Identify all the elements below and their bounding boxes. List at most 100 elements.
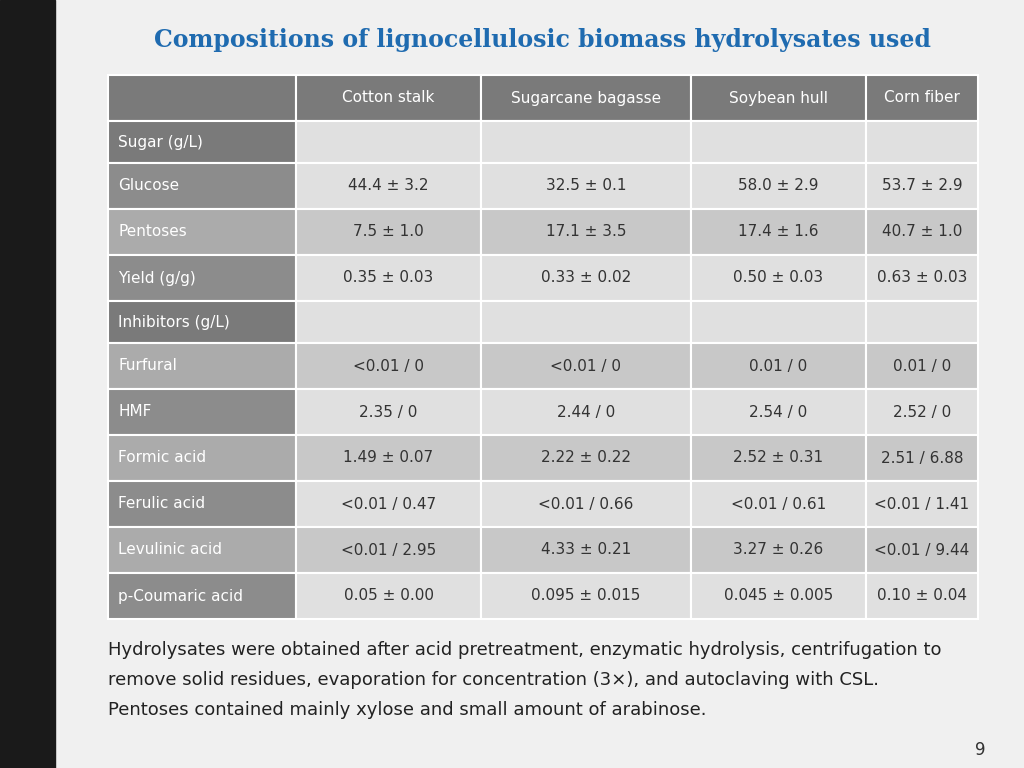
Bar (481, 481, 691, 527)
Bar (481, 75, 691, 121)
Bar (108, 573, 296, 619)
Text: 0.095 ± 0.015: 0.095 ± 0.015 (531, 588, 641, 604)
Bar (108, 343, 296, 389)
Bar (108, 481, 296, 527)
Text: 2.54 / 0: 2.54 / 0 (750, 405, 808, 419)
Text: 0.01 / 0: 0.01 / 0 (750, 359, 808, 373)
Text: 2.35 / 0: 2.35 / 0 (359, 405, 418, 419)
Bar (296, 121, 481, 163)
Bar (691, 389, 866, 435)
Text: Hydrolysates were obtained after acid pretreatment, enzymatic hydrolysis, centri: Hydrolysates were obtained after acid pr… (108, 641, 941, 659)
Bar (296, 573, 481, 619)
Bar (108, 75, 296, 121)
Bar (296, 209, 481, 255)
Bar (691, 301, 866, 343)
Bar (481, 573, 691, 619)
Text: 0.33 ± 0.02: 0.33 ± 0.02 (541, 270, 631, 286)
Bar (866, 481, 978, 527)
Text: 2.51 / 6.88: 2.51 / 6.88 (881, 451, 964, 465)
Text: 7.5 ± 1.0: 7.5 ± 1.0 (353, 224, 424, 240)
Text: Yield (g/g): Yield (g/g) (118, 270, 196, 286)
Text: remove solid residues, evaporation for concentration (3×), and autoclaving with : remove solid residues, evaporation for c… (108, 671, 879, 689)
Bar (866, 573, 978, 619)
Text: <0.01 / 9.44: <0.01 / 9.44 (874, 542, 970, 558)
Text: Inhibitors (g/L): Inhibitors (g/L) (118, 315, 229, 329)
Text: 17.1 ± 3.5: 17.1 ± 3.5 (546, 224, 627, 240)
Text: 58.0 ± 2.9: 58.0 ± 2.9 (738, 178, 819, 194)
Text: Sugar (g/L): Sugar (g/L) (118, 134, 203, 150)
Text: Ferulic acid: Ferulic acid (118, 496, 205, 511)
Text: p-Coumaric acid: p-Coumaric acid (118, 588, 243, 604)
Text: 0.045 ± 0.005: 0.045 ± 0.005 (724, 588, 834, 604)
Text: 53.7 ± 2.9: 53.7 ± 2.9 (882, 178, 963, 194)
Bar (296, 163, 481, 209)
Text: 1.49 ± 0.07: 1.49 ± 0.07 (343, 451, 433, 465)
Bar (866, 121, 978, 163)
Bar (866, 527, 978, 573)
Bar (108, 255, 296, 301)
Text: 0.05 ± 0.00: 0.05 ± 0.00 (343, 588, 433, 604)
Text: Formic acid: Formic acid (118, 451, 206, 465)
Bar (0, 0, 55, 768)
Bar (296, 481, 481, 527)
Bar (481, 163, 691, 209)
Bar (481, 435, 691, 481)
Text: 2.52 / 0: 2.52 / 0 (893, 405, 951, 419)
Text: 2.52 ± 0.31: 2.52 ± 0.31 (733, 451, 823, 465)
Text: 32.5 ± 0.1: 32.5 ± 0.1 (546, 178, 627, 194)
Text: <0.01 / 0: <0.01 / 0 (353, 359, 424, 373)
Text: Pentoses contained mainly xylose and small amount of arabinose.: Pentoses contained mainly xylose and sma… (108, 701, 707, 719)
Bar (691, 435, 866, 481)
Bar (866, 389, 978, 435)
Bar (481, 527, 691, 573)
Bar (691, 75, 866, 121)
Bar (108, 527, 296, 573)
Bar (691, 573, 866, 619)
Text: <0.01 / 1.41: <0.01 / 1.41 (874, 496, 970, 511)
Bar (481, 301, 691, 343)
Bar (691, 255, 866, 301)
Text: 9: 9 (975, 741, 985, 759)
Bar (481, 343, 691, 389)
Text: 0.35 ± 0.03: 0.35 ± 0.03 (343, 270, 433, 286)
Bar (481, 389, 691, 435)
Text: Furfural: Furfural (118, 359, 177, 373)
Bar (691, 163, 866, 209)
Bar (108, 389, 296, 435)
Text: Soybean hull: Soybean hull (729, 91, 828, 105)
Bar (296, 343, 481, 389)
Text: 44.4 ± 3.2: 44.4 ± 3.2 (348, 178, 429, 194)
Text: 4.33 ± 0.21: 4.33 ± 0.21 (541, 542, 631, 558)
Bar (866, 301, 978, 343)
Text: <0.01 / 0.47: <0.01 / 0.47 (341, 496, 436, 511)
Bar (691, 527, 866, 573)
Text: <0.01 / 0.61: <0.01 / 0.61 (731, 496, 826, 511)
Text: <0.01 / 0.66: <0.01 / 0.66 (539, 496, 634, 511)
Bar (296, 527, 481, 573)
Text: Cotton stalk: Cotton stalk (342, 91, 434, 105)
Text: <0.01 / 0: <0.01 / 0 (551, 359, 622, 373)
Bar (108, 209, 296, 255)
Text: 3.27 ± 0.26: 3.27 ± 0.26 (733, 542, 823, 558)
Bar (866, 435, 978, 481)
Bar (296, 75, 481, 121)
Bar (108, 435, 296, 481)
Bar (481, 121, 691, 163)
Bar (481, 255, 691, 301)
Text: 0.63 ± 0.03: 0.63 ± 0.03 (877, 270, 968, 286)
Bar (296, 435, 481, 481)
Bar (108, 301, 296, 343)
Text: 0.01 / 0: 0.01 / 0 (893, 359, 951, 373)
Text: Corn fiber: Corn fiber (884, 91, 959, 105)
Bar (866, 75, 978, 121)
Text: 40.7 ± 1.0: 40.7 ± 1.0 (882, 224, 963, 240)
Bar (481, 209, 691, 255)
Bar (296, 301, 481, 343)
Bar (691, 481, 866, 527)
Bar (691, 121, 866, 163)
Bar (866, 209, 978, 255)
Bar (108, 121, 296, 163)
Text: Levulinic acid: Levulinic acid (118, 542, 222, 558)
Bar (108, 163, 296, 209)
Text: HMF: HMF (118, 405, 152, 419)
